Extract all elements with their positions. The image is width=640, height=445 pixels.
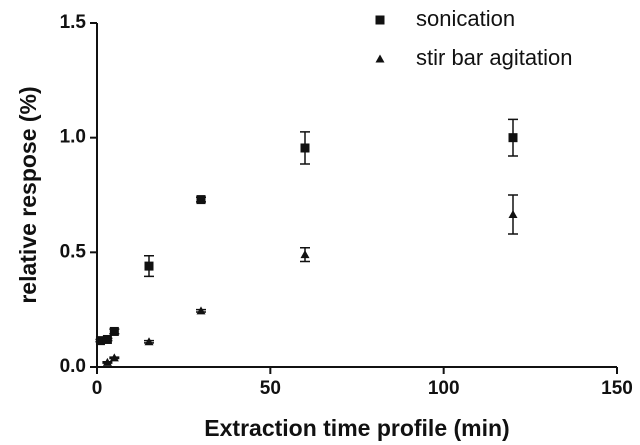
y-axis-label: relative respose (%) <box>15 86 41 303</box>
x-tick-label: 50 <box>260 378 281 399</box>
data-point <box>95 336 105 346</box>
y-tick-label: 1.5 <box>60 12 87 33</box>
legend-marker <box>375 15 385 25</box>
x-tick-label: 0 <box>92 378 103 399</box>
legend-label: sonication <box>416 6 515 31</box>
x-axis-label: Extraction time profile (min) <box>204 415 509 441</box>
data-point <box>144 261 154 271</box>
x-tick-label: 150 <box>601 378 633 399</box>
y-tick-label: 0.5 <box>60 241 87 262</box>
y-tick-label: 1.0 <box>60 127 86 148</box>
legend-label: stir bar agitation <box>416 45 573 70</box>
data-point <box>196 306 206 315</box>
data-point <box>300 143 310 153</box>
data-point <box>196 195 206 205</box>
legend-marker <box>375 54 385 63</box>
data-point <box>102 357 112 366</box>
data-point <box>300 250 310 259</box>
data-point <box>109 353 119 362</box>
y-tick-label: 0.0 <box>60 356 86 377</box>
data-point <box>508 209 518 218</box>
x-tick-label: 100 <box>428 378 460 399</box>
data-point <box>102 334 112 344</box>
data-point <box>109 326 119 336</box>
data-point <box>144 337 154 346</box>
data-point <box>508 133 518 143</box>
